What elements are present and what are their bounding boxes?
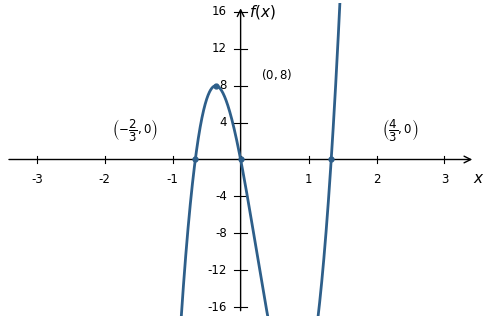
Text: 16: 16 bbox=[212, 5, 227, 19]
Text: $\left(\dfrac{4}{3},0\right)$: $\left(\dfrac{4}{3},0\right)$ bbox=[382, 117, 418, 143]
Text: $\left(-\dfrac{2}{3},0\right)$: $\left(-\dfrac{2}{3},0\right)$ bbox=[112, 117, 158, 143]
Text: $x$: $x$ bbox=[473, 172, 484, 187]
Text: 8: 8 bbox=[220, 79, 227, 92]
Text: -2: -2 bbox=[99, 173, 111, 186]
Text: 2: 2 bbox=[373, 173, 380, 186]
Text: $f(x)$: $f(x)$ bbox=[249, 3, 276, 21]
Text: 3: 3 bbox=[441, 173, 448, 186]
Text: $(0, 8)$: $(0, 8)$ bbox=[261, 67, 292, 82]
Text: -1: -1 bbox=[167, 173, 179, 186]
Text: 1: 1 bbox=[305, 173, 312, 186]
Text: -12: -12 bbox=[207, 263, 227, 277]
Text: -4: -4 bbox=[215, 190, 227, 203]
Text: -8: -8 bbox=[215, 227, 227, 240]
Text: 4: 4 bbox=[220, 116, 227, 129]
Text: 12: 12 bbox=[212, 42, 227, 56]
Text: -16: -16 bbox=[207, 300, 227, 314]
Text: -3: -3 bbox=[31, 173, 43, 186]
